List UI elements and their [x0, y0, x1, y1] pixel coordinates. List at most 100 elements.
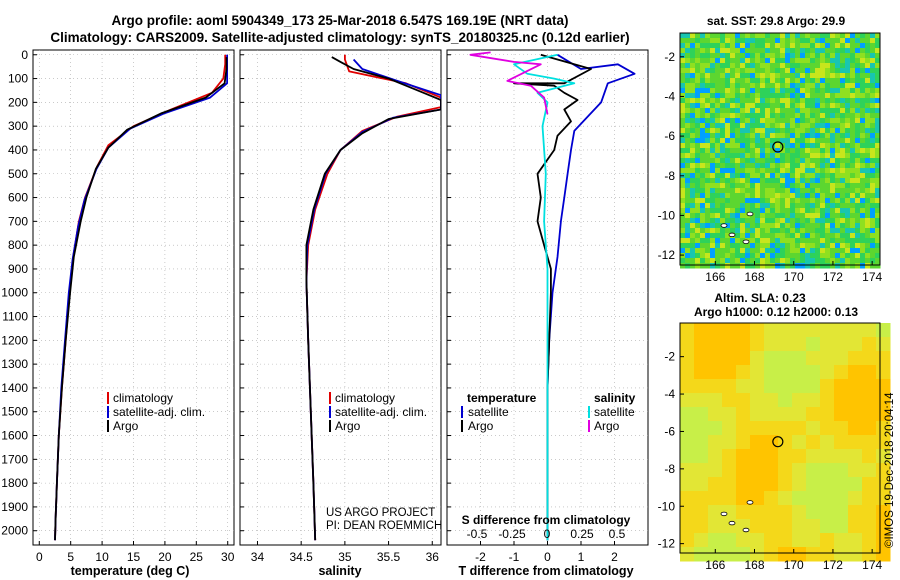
map-cell	[834, 449, 849, 464]
map-cell	[764, 449, 779, 464]
map-cell	[736, 365, 751, 380]
map-cell	[815, 243, 821, 249]
map-cell	[825, 138, 831, 144]
map-cell	[830, 183, 836, 189]
map-cell	[730, 128, 736, 134]
map-cell	[750, 118, 756, 124]
map-cell	[775, 43, 781, 49]
map-cell	[806, 519, 821, 534]
map-cell	[830, 113, 836, 119]
map-cell	[715, 253, 721, 259]
map-cell	[725, 53, 731, 59]
map-cell	[795, 108, 801, 114]
map-cell	[760, 203, 766, 209]
map-cell	[685, 38, 691, 44]
map-cell	[800, 118, 806, 124]
map-cell	[770, 103, 776, 109]
map-cell	[765, 168, 771, 174]
map-cell	[865, 123, 871, 129]
map-cell	[730, 198, 736, 204]
map-cell	[765, 48, 771, 54]
map-cell	[785, 73, 791, 79]
map-cell	[785, 63, 791, 69]
map-cell	[815, 53, 821, 59]
map-cell	[840, 178, 846, 184]
map-cell	[750, 421, 765, 436]
map-cell	[840, 218, 846, 224]
map-cell	[850, 138, 856, 144]
difference-legend: temperature satellite Argo salinity sate…	[461, 391, 636, 433]
map-cell	[845, 48, 851, 54]
map-cell	[715, 173, 721, 179]
map-cell	[825, 153, 831, 159]
map-cell	[690, 118, 696, 124]
map-cell	[715, 213, 721, 219]
map-cell	[765, 193, 771, 199]
map-cell	[730, 153, 736, 159]
map-cell	[834, 477, 849, 492]
map-cell	[845, 163, 851, 169]
map-cell	[695, 183, 701, 189]
x-tick-label: 34	[251, 550, 265, 564]
map-cell	[855, 208, 861, 214]
map-cell	[850, 143, 856, 149]
salinity-xticks: 34 34.5 35 35.5 36	[251, 541, 439, 564]
map-cell	[780, 83, 786, 89]
map-cell	[790, 173, 796, 179]
map-cell	[855, 143, 861, 149]
map-cell	[865, 48, 871, 54]
depth-tick-label: 600	[8, 191, 28, 205]
map-cell	[770, 128, 776, 134]
map-cell	[825, 73, 831, 79]
map-cell	[805, 258, 811, 264]
map-cell	[785, 208, 791, 214]
map-cell	[855, 223, 861, 229]
map-cell	[790, 198, 796, 204]
map-cell	[820, 63, 826, 69]
map-cell	[795, 243, 801, 249]
map-cell	[685, 213, 691, 219]
map-cell	[860, 193, 866, 199]
map-cell	[830, 173, 836, 179]
map-cell	[730, 123, 736, 129]
map-cell	[830, 223, 836, 229]
map-cell	[790, 258, 796, 264]
map-cell	[695, 73, 701, 79]
map-cell	[715, 68, 721, 74]
map-cell	[755, 263, 761, 269]
map-cell	[730, 143, 736, 149]
map-cell	[725, 93, 731, 99]
map-cell	[730, 208, 736, 214]
map-cell	[765, 138, 771, 144]
map-cell	[862, 365, 877, 380]
map-cell	[820, 103, 826, 109]
map-cell	[785, 108, 791, 114]
map-cell	[848, 463, 863, 478]
map-cell	[730, 48, 736, 54]
map-cell	[695, 43, 701, 49]
map-cell	[790, 188, 796, 194]
map-cell	[710, 198, 716, 204]
map-cell	[795, 223, 801, 229]
map-cell	[780, 68, 786, 74]
map-cell	[810, 63, 816, 69]
map-cell	[720, 78, 726, 84]
map-cell	[695, 118, 701, 124]
map-cell	[820, 253, 826, 259]
map-cell	[695, 168, 701, 174]
map-cell	[855, 248, 861, 254]
map-cell	[848, 547, 863, 562]
map-cell	[875, 33, 881, 39]
map-cell	[770, 193, 776, 199]
map-cell	[800, 108, 806, 114]
map-cell	[860, 263, 866, 269]
map-cell	[745, 218, 751, 224]
map-y-tick-label: -8	[664, 462, 675, 476]
map-cell	[792, 351, 807, 366]
map-cell	[770, 173, 776, 179]
map-cell	[700, 168, 706, 174]
map-cell	[815, 83, 821, 89]
map-cell	[850, 233, 856, 239]
map-cell	[825, 183, 831, 189]
map-cell	[725, 88, 731, 94]
